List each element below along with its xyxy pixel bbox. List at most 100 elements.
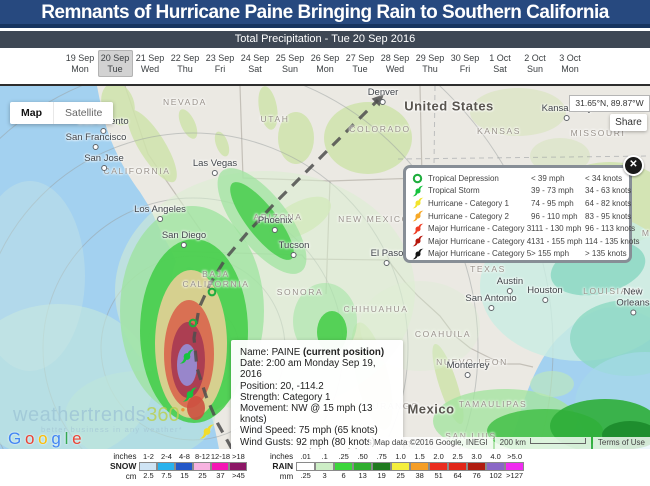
rain-color-swatch bbox=[296, 462, 316, 471]
date-cell-date: 2 Oct bbox=[524, 53, 546, 63]
storm-category-knots: < 34 knots bbox=[585, 173, 623, 183]
map-canvas[interactable]: NEVADA UTAH COLORADO KANSAS MISSOURI CAL… bbox=[0, 86, 650, 449]
rain-color-swatch bbox=[466, 462, 486, 471]
rain-color-swatch bbox=[314, 462, 334, 471]
close-icon[interactable]: ✕ bbox=[623, 155, 644, 176]
storm-category-mph: 111 - 130 mph bbox=[531, 224, 582, 234]
date-cell[interactable]: 22 Sep Thu bbox=[168, 50, 203, 77]
cyclone-icon bbox=[412, 185, 424, 197]
date-cell-date: 3 Oct bbox=[559, 53, 581, 63]
date-cell-date: 29 Sep bbox=[415, 53, 445, 63]
snow-color-swatch bbox=[174, 462, 193, 471]
date-cell[interactable]: 1 Oct Sat bbox=[483, 50, 518, 77]
date-cell[interactable]: 25 Sep Sun bbox=[273, 50, 308, 77]
date-cell[interactable]: 19 Sep Mon bbox=[63, 50, 98, 77]
storm-category-legend: Tropical Depression < 39 mph < 34 knots bbox=[403, 165, 640, 263]
rain-bin: .50 13 bbox=[352, 452, 372, 481]
storm-category-name: Hurricane - Category 1 bbox=[428, 198, 509, 208]
date-cell-day: Thu bbox=[177, 64, 193, 74]
date-cell-day: Tue bbox=[352, 64, 368, 74]
date-cell[interactable]: 23 Sep Fri bbox=[203, 50, 238, 77]
storm-category-knots: 64 - 82 knots bbox=[585, 198, 632, 208]
storm-legend-row: Hurricane - Category 2 96 - 110 mph 83 -… bbox=[412, 210, 631, 223]
storm-info-popup: Name: PAINE (current position) Date: 2:0… bbox=[231, 340, 403, 449]
rain-bin: 2.5 64 bbox=[447, 452, 467, 481]
date-cell[interactable]: 29 Sep Thu bbox=[413, 50, 448, 77]
cursor-coordinates: 31.65°N, 89.87°W bbox=[569, 95, 650, 112]
storm-info-line: Strength: Category 1 bbox=[240, 391, 331, 403]
google-logo-letter: e bbox=[72, 429, 82, 448]
date-cell[interactable]: 27 Sep Tue bbox=[343, 50, 378, 77]
date-cell[interactable]: 2 Oct Sun bbox=[518, 50, 553, 77]
storm-category-knots: 114 - 135 knots bbox=[585, 236, 640, 246]
storm-legend-row: Hurricane - Category 1 74 - 95 mph 64 - … bbox=[412, 197, 631, 210]
satellite-view-button[interactable]: Satellite bbox=[53, 102, 114, 124]
storm-legend-row: Major Hurricane - Category 4 131 - 155 m… bbox=[412, 235, 640, 248]
snow-color-swatch bbox=[156, 462, 175, 471]
storm-category-knots: 34 - 63 knots bbox=[585, 186, 632, 196]
date-cell[interactable]: 30 Sep Fri bbox=[448, 50, 483, 77]
snow-legend: inches SNOW cm 1-2 2.5 2-4 7.5 bbox=[110, 452, 247, 481]
google-logo-letter: l bbox=[64, 429, 69, 448]
snow-bin: 1-2 2.5 bbox=[139, 452, 158, 481]
google-logo[interactable]: G o o g l e bbox=[8, 429, 82, 449]
storm-category-name: Major Hurricane - Category 5 bbox=[428, 249, 532, 259]
rain-bin: 4.0 102 bbox=[485, 452, 505, 481]
date-cell[interactable]: 26 Sep Mon bbox=[308, 50, 343, 77]
date-cell-day: Wed bbox=[385, 64, 405, 74]
date-cell[interactable]: 20 Sep Tue bbox=[97, 50, 133, 77]
date-cell-day: Sun bbox=[526, 64, 543, 74]
watermark-brand: weathertrends bbox=[13, 404, 147, 426]
google-logo-letter: g bbox=[51, 429, 61, 448]
storm-info-line: Position: 20, -114.2 bbox=[240, 380, 324, 392]
snow-color-swatch bbox=[210, 462, 229, 471]
storm-info-line: Wind Gusts: 92 mph (80 knots) bbox=[240, 436, 376, 448]
storm-info-line: Pressure: 989mb (29.21 in) bbox=[240, 448, 394, 449]
map-view-button[interactable]: Map bbox=[10, 102, 53, 124]
cyclone-icon bbox=[412, 235, 424, 247]
date-cell[interactable]: 21 Sep Wed bbox=[133, 50, 168, 77]
rain-bin: .25 6 bbox=[333, 452, 353, 481]
storm-category-mph: 131 - 155 mph bbox=[531, 236, 583, 246]
date-cell-day: Fri bbox=[459, 64, 471, 74]
storm-current-position-flag: (current position) bbox=[302, 347, 385, 358]
snow-bin: 8-12 25 bbox=[192, 452, 211, 480]
share-button[interactable]: Share bbox=[610, 114, 647, 131]
storm-category-knots: 96 - 113 knots bbox=[585, 224, 636, 234]
date-cell-date: 19 Sep bbox=[65, 53, 95, 63]
weathertrends360-watermark: weathertrends360• better business in any… bbox=[13, 403, 185, 434]
storm-category-name: Major Hurricane - Category 4 bbox=[428, 236, 532, 246]
map-attribution: Map data ©2016 Google, INEGI 200 km Term… bbox=[369, 437, 650, 449]
storm-legend-row: Major Hurricane - Category 3 111 - 130 m… bbox=[412, 222, 635, 235]
headline-bar: Remnants of Hurricane Paine Bringing Rai… bbox=[0, 0, 650, 28]
date-cell-date: 24 Sep bbox=[240, 53, 270, 63]
storm-category-name: Tropical Depression bbox=[428, 173, 499, 183]
date-cell-day: Sat bbox=[248, 64, 262, 74]
storm-name-line: Name: PAINE (current position) bbox=[240, 347, 385, 358]
terms-of-use-link[interactable]: Terms of Use bbox=[592, 437, 650, 449]
date-cell-date: 27 Sep bbox=[345, 53, 375, 63]
rain-bin: 2.0 51 bbox=[428, 452, 448, 481]
date-cell-date: 25 Sep bbox=[275, 53, 305, 63]
map-data-credit: Map data ©2016 Google, INEGI bbox=[369, 437, 493, 449]
rain-color-swatch bbox=[371, 462, 391, 471]
date-cell[interactable]: 24 Sep Sat bbox=[238, 50, 273, 77]
date-cell[interactable]: 28 Sep Wed bbox=[378, 50, 413, 77]
cyclone-icon bbox=[412, 248, 424, 260]
scale-bar bbox=[529, 438, 586, 444]
storm-category-mph: > 155 mph bbox=[531, 249, 570, 259]
storm-category-mph: 96 - 110 mph bbox=[531, 211, 578, 221]
rain-color-swatch bbox=[352, 462, 372, 471]
date-cell[interactable]: 3 Oct Mon bbox=[553, 50, 588, 77]
page-title: Remnants of Hurricane Paine Bringing Rai… bbox=[41, 2, 609, 23]
storm-legend-row: Tropical Storm 39 - 73 mph 34 - 63 knots bbox=[412, 185, 631, 198]
date-cell-date: 26 Sep bbox=[310, 53, 340, 63]
snow-bin: 12-18 37 bbox=[210, 452, 231, 480]
google-logo-letter: G bbox=[8, 429, 21, 448]
date-cell-day: Sun bbox=[281, 64, 298, 74]
storm-info-line: Wind Speed: 75 mph (65 knots) bbox=[240, 425, 378, 437]
date-cell-date: 21 Sep bbox=[135, 53, 165, 63]
storm-category-mph: < 39 mph bbox=[531, 173, 565, 183]
rain-bin: 1.5 38 bbox=[409, 452, 429, 481]
